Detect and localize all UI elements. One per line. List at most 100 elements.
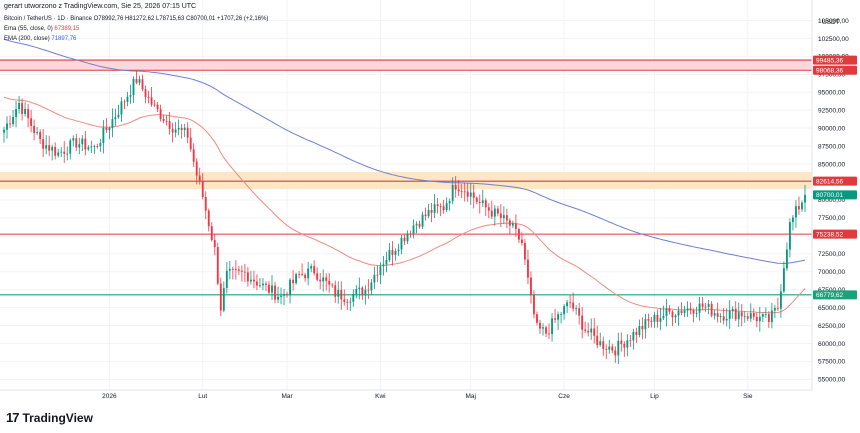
candle-body xyxy=(72,138,75,141)
candle-body xyxy=(409,233,412,235)
candle-body xyxy=(298,274,301,275)
candle-body xyxy=(764,314,767,315)
candle-body xyxy=(246,272,249,282)
candle-body xyxy=(240,270,243,272)
candle-body xyxy=(590,328,593,333)
price-tick-label: 105000,00 xyxy=(818,18,849,25)
candle-body xyxy=(141,79,144,90)
price-tick-label: 97500,00 xyxy=(818,72,845,79)
candle-body xyxy=(602,341,605,349)
candle-body xyxy=(584,329,587,331)
candle-body xyxy=(159,109,162,119)
candle-body xyxy=(42,139,45,149)
candle-body xyxy=(231,268,234,270)
candle-body xyxy=(560,314,563,316)
level-tag-label: 82614,56 xyxy=(816,178,843,185)
candle-body xyxy=(66,153,69,155)
candle-body xyxy=(430,210,433,213)
candle-body xyxy=(388,250,391,261)
candle-body xyxy=(502,215,505,219)
candle-body xyxy=(653,314,656,322)
candle-body xyxy=(469,192,472,197)
candle-body xyxy=(454,184,457,190)
candle-body xyxy=(84,138,87,150)
ema55-legend[interactable]: Ema (55, close, 0) 67389,15 xyxy=(4,26,79,32)
candle-body xyxy=(234,269,237,270)
symbol-legend[interactable]: Bitcoin / TetherUS · 1D · Binance O78992… xyxy=(4,16,269,22)
last-price-label: 80700,01 xyxy=(816,192,843,199)
candle-body xyxy=(695,312,698,314)
candle-body xyxy=(746,316,749,319)
candle-body xyxy=(319,279,322,282)
price-tick-label: 60000,00 xyxy=(818,341,845,348)
level-tag-label: 99485,36 xyxy=(816,57,843,64)
candle-body xyxy=(788,222,791,250)
candle-body xyxy=(770,310,773,323)
watermark-text: gerart utworzono z TradingView.com, Sie … xyxy=(4,3,197,10)
candle-body xyxy=(370,282,373,291)
currency-label[interactable]: USDT xyxy=(822,19,840,26)
tradingview-logo[interactable]: 17 TradingView xyxy=(6,410,93,425)
ema200-legend[interactable]: EMA (200, close) 71897,76 xyxy=(4,36,76,42)
tradingview-logo-text: TradingView xyxy=(22,410,93,425)
candle-body xyxy=(647,319,650,321)
candle-body xyxy=(105,127,108,130)
candle-body xyxy=(385,260,388,265)
candle-body xyxy=(743,316,746,318)
candle-body xyxy=(150,97,153,105)
candle-body xyxy=(123,101,126,103)
candle-body xyxy=(617,340,620,356)
level-tag xyxy=(813,176,857,186)
level-tag-label: 98068,36 xyxy=(816,68,843,75)
candle-body xyxy=(349,301,352,303)
candle-body xyxy=(698,303,701,313)
candle-body xyxy=(81,138,84,145)
candle-body xyxy=(728,310,731,319)
candle-body xyxy=(78,144,81,148)
candle-body xyxy=(427,210,430,217)
candle-body xyxy=(90,146,93,148)
candle-body xyxy=(551,318,553,335)
candle-body xyxy=(442,206,445,211)
candle-body xyxy=(367,289,370,291)
time-tick-label: 2026 xyxy=(102,393,117,400)
time-tick-label: Kwi xyxy=(375,393,385,400)
candle-body xyxy=(710,303,713,316)
candle-body xyxy=(222,288,225,311)
candle-body xyxy=(511,223,514,226)
candle-body xyxy=(108,127,111,130)
candle-body xyxy=(135,79,138,83)
candle-body xyxy=(30,118,33,126)
candle-body xyxy=(126,96,129,102)
price-tick-label: 92500,00 xyxy=(818,108,845,115)
candle-body xyxy=(147,97,150,98)
candle-body xyxy=(373,274,376,283)
level-tag-label: 75238,52 xyxy=(816,231,843,238)
candle-body xyxy=(307,268,310,279)
candle-body xyxy=(120,101,123,115)
candle-body xyxy=(144,89,147,98)
candle-body xyxy=(433,204,436,213)
candle-body xyxy=(177,127,180,130)
time-axis[interactable]: 2026 Lut Mar Kwi Maj Cze Lip Sie xyxy=(102,393,753,400)
candle-body xyxy=(265,283,267,285)
candle-body xyxy=(277,296,279,300)
candle-body xyxy=(394,250,397,255)
candle-body xyxy=(572,302,575,309)
candle-body xyxy=(508,220,511,226)
candle-body xyxy=(207,210,210,227)
candle-body xyxy=(533,295,535,315)
candle-body xyxy=(536,314,538,323)
candle-body xyxy=(478,201,481,204)
candle-body xyxy=(641,326,644,330)
candle-body xyxy=(505,215,508,221)
candle-body xyxy=(767,314,770,323)
candle-body xyxy=(734,308,737,320)
candle-body xyxy=(725,318,728,321)
candle-body xyxy=(493,208,496,217)
tradingview-logo-icon: 17 xyxy=(6,410,20,425)
candle-body xyxy=(566,302,569,307)
candle-body xyxy=(400,237,403,250)
ema55-legend-value: 67389,15 xyxy=(54,26,80,32)
